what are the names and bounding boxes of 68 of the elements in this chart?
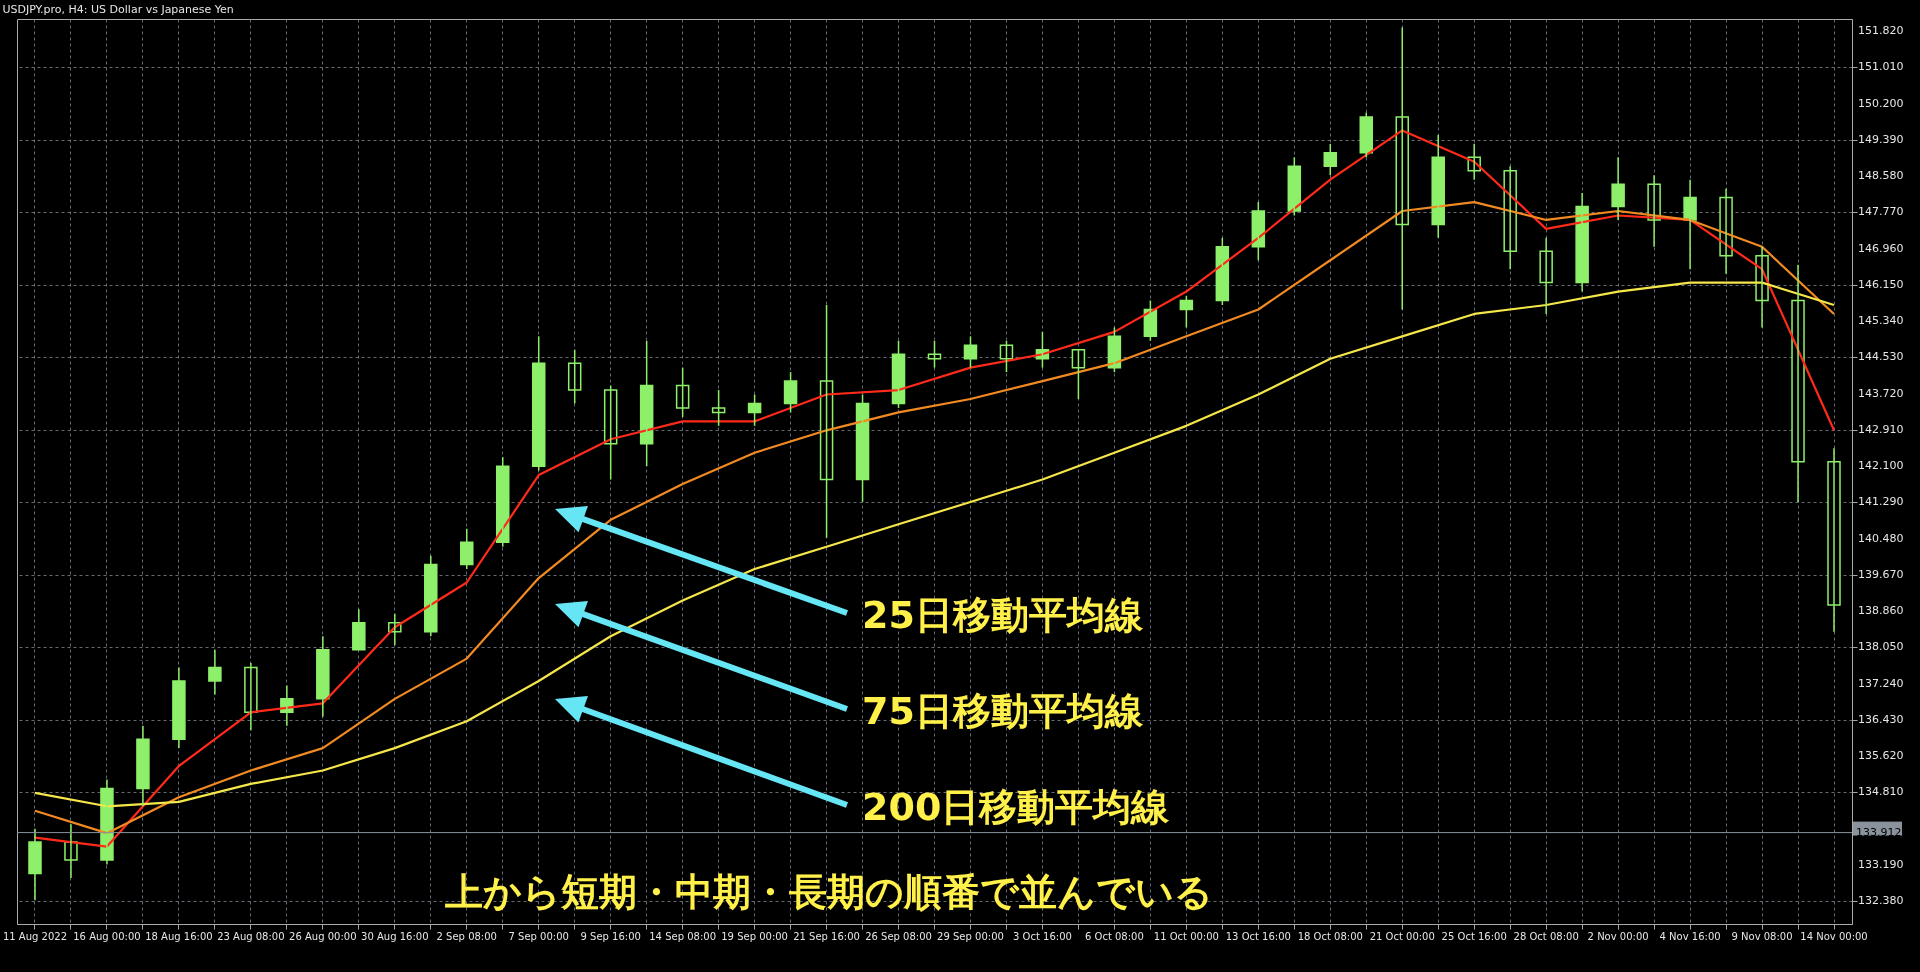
candlestick [675, 366, 690, 418]
x-tick-label: 18 Aug 16:00 [145, 930, 213, 942]
y-tick-label: 137.240 [1858, 676, 1904, 690]
candlestick [172, 666, 186, 749]
x-tick-label: 14 Sep 08:00 [649, 930, 717, 942]
x-tick-label: 6 Oct 08:00 [1084, 930, 1144, 942]
x-tick-label: 21 Sep 16:00 [793, 930, 860, 942]
candlestick [208, 648, 222, 696]
y-tick-label: 143.720 [1858, 386, 1904, 400]
x-tick-label: 13 Oct 16:00 [1225, 930, 1291, 942]
annotation: 200日移動平均線 [862, 785, 1171, 829]
x-tick-label: 26 Aug 00:00 [289, 930, 357, 942]
x-tick-label: 4 Nov 16:00 [1659, 930, 1721, 942]
x-tick-label: 9 Nov 08:00 [1731, 930, 1793, 942]
y-tick-label: 138.050 [1858, 640, 1904, 654]
y-tick-label: 140.480 [1858, 531, 1904, 545]
y-tick-label: 151.010 [1858, 60, 1904, 74]
y-tick-label: 146.960 [1858, 241, 1904, 255]
x-tick-label: 26 Sep 08:00 [865, 930, 932, 942]
y-tick-label: 132.380 [1858, 894, 1904, 908]
x-tick-label: 21 Oct 00:00 [1369, 930, 1435, 942]
x-tick-label: 3 Oct 16:00 [1013, 930, 1072, 942]
x-tick-label: 9 Sep 16:00 [580, 930, 641, 942]
x-tick-label: 30 Aug 16:00 [361, 930, 429, 942]
y-tick-label: 138.860 [1858, 604, 1904, 618]
candlestick [927, 340, 942, 369]
y-tick-label: 135.620 [1858, 749, 1904, 763]
x-tick-label: 18 Oct 08:00 [1297, 930, 1363, 942]
candlestick [1611, 156, 1625, 221]
y-tick-label: 150.200 [1858, 96, 1904, 110]
y-tick-label: 146.150 [1858, 277, 1904, 291]
candlestick [460, 528, 474, 570]
x-tick-label: 7 Sep 00:00 [508, 930, 569, 942]
candlestick [783, 371, 798, 414]
candlestick [136, 724, 150, 808]
candlestick [711, 389, 726, 427]
annotation: 上から短期・中期・長期の順番で並んでいる [445, 870, 1213, 914]
y-tick-label: 141.290 [1858, 495, 1904, 509]
x-tick-label: 25 Oct 16:00 [1441, 930, 1507, 942]
x-tick-label: 28 Oct 08:00 [1513, 930, 1579, 942]
x-tick-label: 16 Aug 00:00 [73, 930, 141, 942]
candlestick [567, 349, 582, 405]
y-tick-label: 142.910 [1858, 422, 1904, 436]
y-tick-label: 134.810 [1858, 785, 1904, 799]
candlestick [28, 827, 42, 902]
y-tick-label: 139.670 [1858, 567, 1904, 581]
y-tick-label: 145.340 [1858, 314, 1904, 328]
y-tick-label: 149.390 [1858, 132, 1904, 146]
x-tick-label: 29 Sep 00:00 [937, 930, 1004, 942]
x-tick-label: 2 Nov 00:00 [1587, 930, 1649, 942]
y-tick-label: 136.430 [1858, 712, 1904, 726]
annotation: 25日移動平均線 [862, 593, 1144, 637]
annotation: 75日移動平均線 [862, 689, 1144, 733]
x-tick-label: 23 Aug 08:00 [217, 930, 285, 942]
candlestick [1323, 143, 1338, 176]
chart-title: USDJPY.pro, H4: US Dollar vs Japanese Yen [2, 3, 234, 16]
y-tick-label: 147.770 [1858, 205, 1904, 219]
x-tick-label: 11 Aug 2022 [2, 930, 68, 942]
y-tick-label: 151.820 [1858, 24, 1904, 38]
y-tick-label: 133.190 [1858, 857, 1904, 871]
x-tick-label: 2 Sep 08:00 [436, 930, 497, 942]
x-tick-label: 11 Oct 00:00 [1153, 930, 1219, 942]
y-tick-label: 142.100 [1858, 459, 1904, 473]
ref-line-label: 133.912 [1856, 825, 1902, 839]
y-tick-label: 144.530 [1858, 350, 1904, 364]
y-tick-label: 148.580 [1858, 169, 1904, 183]
x-tick-label: 14 Nov 00:00 [1800, 930, 1868, 942]
x-tick-label: 19 Sep 00:00 [721, 930, 788, 942]
